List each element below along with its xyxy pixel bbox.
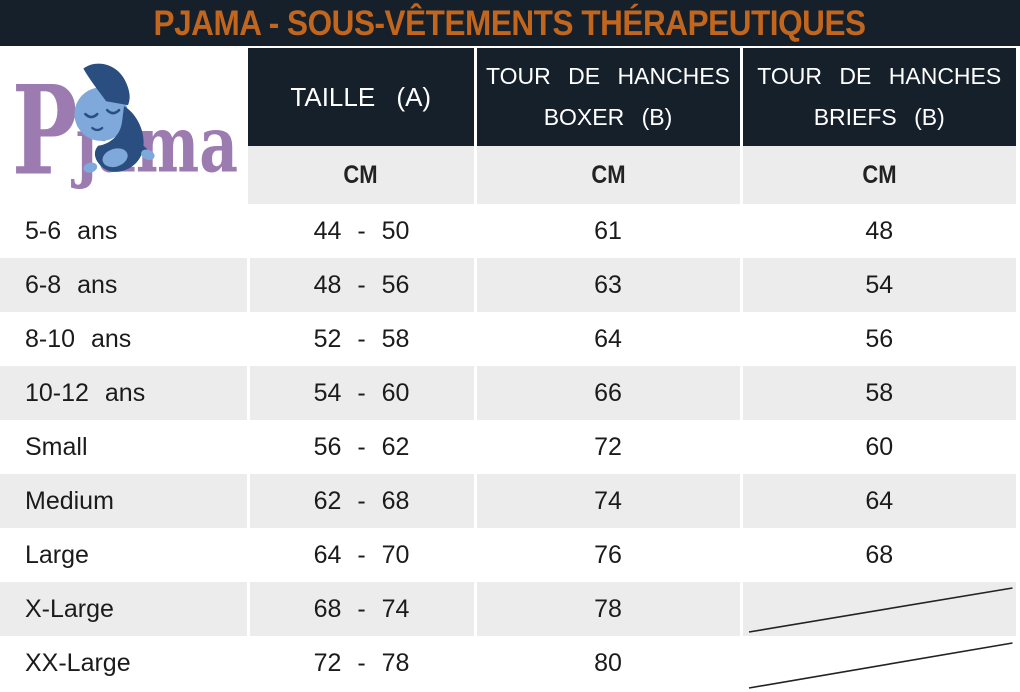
- unit-row: CM CM CM: [0, 146, 1016, 204]
- header-row: P jama: [0, 48, 1016, 204]
- col-header-briefs-line1: TOUR DE HANCHES: [757, 63, 1002, 90]
- taille-range-cell: 72 - 78: [246, 636, 475, 690]
- page-title: PJAMA - SOUS-VÊTEMENTS THÉRAPEUTIQUES: [153, 3, 867, 43]
- table-row: Large 64 - 70 76 68: [0, 528, 1016, 582]
- briefs-cell: 68: [739, 528, 1016, 582]
- taille-range-cell: 64 - 70: [246, 528, 475, 582]
- table-row: 10-12 ans 54 - 60 66 58: [0, 366, 1016, 420]
- col-header-taille-label: TAILLE (A): [290, 81, 432, 112]
- table-row: 8-10 ans 52 - 58 64 56: [0, 312, 1016, 366]
- taille-range-cell: 56 - 62: [246, 420, 475, 474]
- col-header-boxer-line2: BOXER (B): [543, 103, 673, 130]
- boxer-cell: 63: [473, 258, 741, 312]
- unit-cell-taille: CM: [248, 146, 475, 204]
- size-cell: Small: [25, 432, 88, 461]
- title-bar: PJAMA - SOUS-VÊTEMENTS THÉRAPEUTIQUES: [0, 0, 1020, 46]
- na-diagonal-line-icon: [748, 587, 1013, 633]
- boxer-cell: 74: [473, 474, 741, 528]
- taille-range-cell: 54 - 60: [246, 366, 475, 420]
- boxer-cell: 72: [473, 420, 741, 474]
- col-header-boxer-line1: TOUR DE HANCHES: [486, 63, 730, 90]
- briefs-cell: 48: [739, 204, 1016, 258]
- boxer-cell: 80: [473, 636, 741, 690]
- col-header-taille: TAILLE (A): [248, 48, 475, 146]
- unit-cell-briefs: CM: [739, 146, 1016, 204]
- sleeping-drop-icon: [74, 63, 155, 173]
- size-chart-table: P jama: [0, 48, 1016, 690]
- unit-cell-boxer: CM: [473, 146, 741, 204]
- table-row: 6-8 ans 48 - 56 63 54: [0, 258, 1016, 312]
- table-row: Medium 62 - 68 74 64: [0, 474, 1016, 528]
- taille-range-cell: 52 - 58: [246, 312, 475, 366]
- briefs-cell: 54: [739, 258, 1016, 312]
- size-cell: 8-10 ans: [25, 324, 132, 353]
- taille-range-cell: 62 - 68: [246, 474, 475, 528]
- briefs-cell: 58: [739, 366, 1016, 420]
- boxer-cell: 76: [473, 528, 741, 582]
- briefs-cell-na: [739, 636, 1016, 690]
- size-cell: 10-12 ans: [0, 366, 248, 420]
- briefs-cell: 64: [739, 474, 1016, 528]
- col-header-briefs: TOUR DE HANCHES BRIEFS (B): [739, 48, 1016, 146]
- table-row: Small 56 - 62 72 60: [0, 420, 1016, 474]
- na-diagonal-line-icon: [748, 642, 1013, 689]
- taille-range-cell: 44 - 50: [246, 204, 475, 258]
- col-header-boxer: TOUR DE HANCHES BOXER (B): [473, 48, 741, 146]
- size-cell: Medium: [0, 474, 248, 528]
- size-cell: 6-8 ans: [0, 258, 248, 312]
- table-row: XX-Large 72 - 78 80: [0, 636, 1016, 690]
- briefs-cell-na: [739, 582, 1016, 636]
- table-row: X-Large 68 - 74 78: [0, 582, 1016, 636]
- briefs-cell: 60: [739, 420, 1016, 474]
- taille-range-cell: 68 - 74: [246, 582, 475, 636]
- wordmark-p: P: [12, 58, 77, 191]
- boxer-cell: 64: [473, 312, 741, 366]
- boxer-cell: 66: [473, 366, 741, 420]
- taille-range-cell: 48 - 56: [246, 258, 475, 312]
- size-cell: XX-Large: [25, 648, 131, 677]
- boxer-cell: 61: [473, 204, 741, 258]
- logo-cell: P jama: [0, 48, 248, 204]
- boxer-cell: 78: [473, 582, 741, 636]
- pjama-logo: P jama: [12, 58, 238, 202]
- table-row: 5-6 ans 44 - 50 61 48: [0, 204, 1016, 258]
- size-cell: X-Large: [0, 582, 248, 636]
- briefs-cell: 56: [739, 312, 1016, 366]
- col-header-briefs-line2: BRIEFS (B): [813, 103, 945, 130]
- size-cell: Large: [25, 540, 89, 569]
- size-cell: 5-6 ans: [25, 216, 118, 245]
